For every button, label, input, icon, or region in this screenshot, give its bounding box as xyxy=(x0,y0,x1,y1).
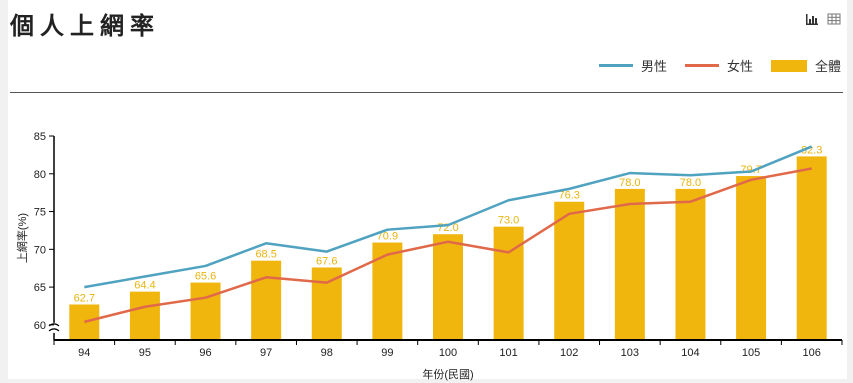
x-tick-label-97: 97 xyxy=(260,347,272,359)
x-tick-label-105: 105 xyxy=(742,347,760,359)
view-toolbar xyxy=(805,12,841,26)
bar-94 xyxy=(69,304,100,340)
bar-label-101: 73.0 xyxy=(498,215,519,227)
bar-label-105: 79.7 xyxy=(740,164,761,176)
bar-104 xyxy=(675,188,706,340)
bar-101 xyxy=(493,226,524,340)
legend-item-male[interactable]: 男性 xyxy=(598,56,667,75)
bar-99 xyxy=(372,242,403,340)
x-tick-label-94: 94 xyxy=(78,347,90,359)
bar-label-97: 68.5 xyxy=(255,249,276,261)
bar-102 xyxy=(554,201,585,340)
bar-label-106: 82.3 xyxy=(801,144,822,156)
table-grid-icon[interactable] xyxy=(827,12,841,26)
x-tick-label-100: 100 xyxy=(439,347,457,359)
legend-item-female[interactable]: 女性 xyxy=(684,56,753,75)
x-tick-label-104: 104 xyxy=(681,347,699,359)
header-divider xyxy=(10,92,843,93)
x-tick-label-95: 95 xyxy=(139,347,151,359)
bar-106 xyxy=(796,156,827,340)
x-tick-label-102: 102 xyxy=(560,347,578,359)
legend-swatch-male xyxy=(598,64,633,67)
bar-label-99: 70.9 xyxy=(377,231,398,243)
y-tick-label-70: 70 xyxy=(34,244,46,256)
bar-103 xyxy=(614,188,645,340)
legend-swatch-all xyxy=(770,59,807,72)
x-axis-title: 年份(民國) xyxy=(422,367,473,381)
legend-label-all: 全體 xyxy=(814,59,841,74)
x-tick-label-99: 99 xyxy=(381,347,393,359)
page-title: 個人上網率 xyxy=(10,13,160,40)
bar-chart-icon[interactable] xyxy=(805,12,819,26)
series-line-female xyxy=(84,167,812,324)
bar-97 xyxy=(251,260,282,340)
bar-label-103: 78.0 xyxy=(619,177,640,189)
series-line-male xyxy=(84,145,813,289)
bar-label-104: 78.0 xyxy=(680,177,701,189)
x-tick-label-106: 106 xyxy=(803,347,821,359)
x-tick-label-101: 101 xyxy=(499,347,517,359)
chart-legend: 男性 女性 全體 xyxy=(598,56,841,75)
bar-95 xyxy=(129,291,160,340)
y-tick-label-80: 80 xyxy=(34,169,46,181)
y-tick-label-75: 75 xyxy=(34,207,46,219)
bar-label-94: 62.7 xyxy=(74,292,95,304)
y-tick-label-65: 65 xyxy=(34,282,46,294)
y-axis-title: 上網率(%) xyxy=(15,213,29,263)
x-tick-label-98: 98 xyxy=(321,347,333,359)
legend-swatch-female xyxy=(684,64,719,67)
legend-label-female: 女性 xyxy=(726,59,753,74)
legend-item-all[interactable]: 全體 xyxy=(770,56,841,75)
bar-96 xyxy=(190,282,221,340)
bar-label-95: 64.4 xyxy=(134,280,155,292)
y-tick-label-85: 85 xyxy=(34,131,46,143)
y-tick-label-60: 60 xyxy=(34,320,46,332)
x-tick-label-103: 103 xyxy=(621,347,639,359)
bar-98 xyxy=(311,267,342,340)
bar-label-102: 76.3 xyxy=(559,190,580,202)
bar-100 xyxy=(433,234,463,340)
bar-105 xyxy=(736,176,767,340)
x-tick-label-96: 96 xyxy=(199,347,211,359)
bar-label-98: 67.6 xyxy=(316,255,337,267)
bar-label-96: 65.6 xyxy=(195,271,216,283)
legend-label-male: 男性 xyxy=(640,59,667,74)
